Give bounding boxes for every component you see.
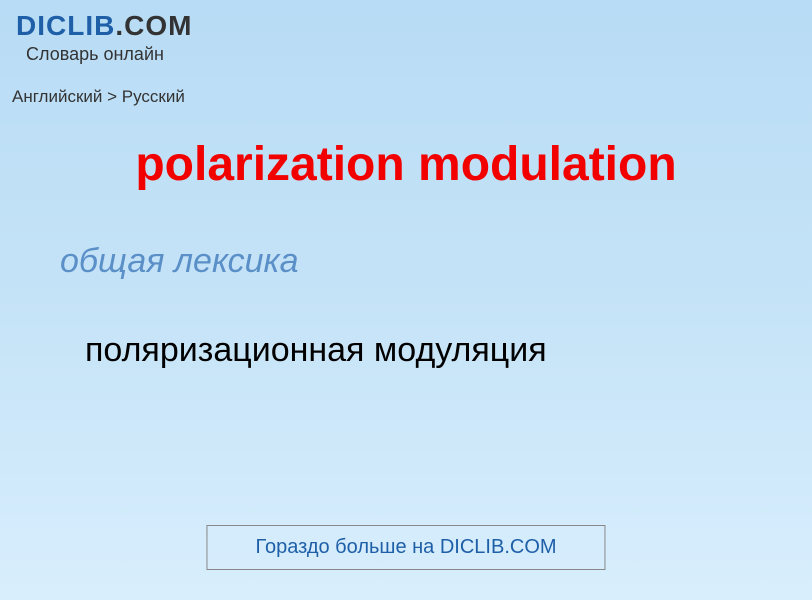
dictionary-definition: поляризационная модуляция <box>85 331 762 370</box>
site-name-part1: DICLIB <box>16 10 115 41</box>
dictionary-category: общая лексика <box>60 242 762 281</box>
footer-link[interactable]: Гораздо больше на DICLIB.COM <box>206 525 605 570</box>
site-title[interactable]: DICLIB.COM <box>16 10 796 42</box>
header: DICLIB.COM Словарь онлайн <box>0 0 812 69</box>
dictionary-term: polarization modulation <box>50 137 762 192</box>
site-name-part2: .COM <box>115 10 192 41</box>
site-subtitle: Словарь онлайн <box>26 44 796 65</box>
breadcrumb[interactable]: Английский > Русский <box>12 87 812 107</box>
content: polarization modulation общая лексика по… <box>0 107 812 370</box>
footer-link-text: Гораздо больше на DICLIB.COM <box>255 536 556 558</box>
